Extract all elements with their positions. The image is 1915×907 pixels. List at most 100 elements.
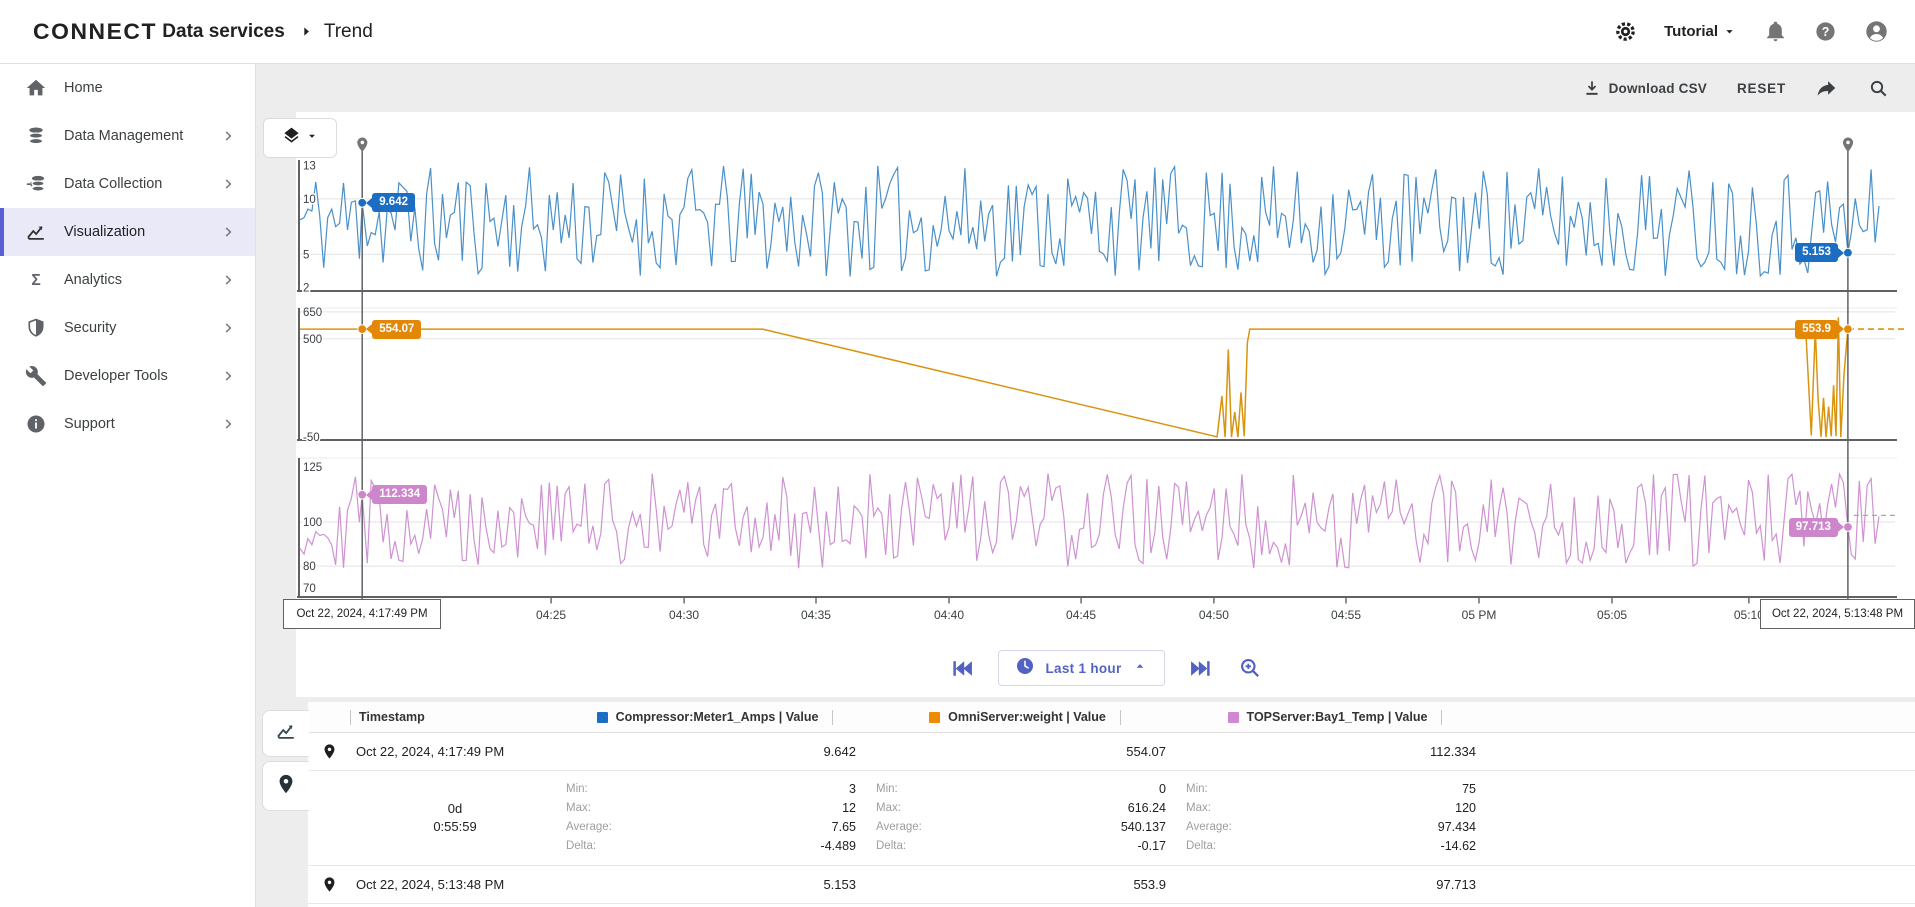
trend-data-table: Timestamp Compressor:Meter1_Amps | Value O… (308, 702, 1915, 907)
trend-chart-area[interactable] (296, 150, 1915, 600)
duration-cell: 0d 0:55:59 (433, 801, 477, 834)
time-axis-tick-label: 04:50 (1198, 608, 1229, 622)
stat-value: 540.137 (1120, 820, 1166, 834)
layers-menu-button[interactable] (263, 118, 337, 158)
chip-pointer (1837, 247, 1844, 258)
stat-value: 3 (849, 782, 856, 796)
topbar-actions: Tutorial ? (1614, 19, 1915, 44)
database-icon (24, 125, 48, 147)
line-chart-icon (24, 221, 48, 243)
row-value: 553.9 (1133, 877, 1166, 892)
stat-label: Max: (566, 802, 591, 814)
cursor-value-chip: 112.334 (366, 485, 428, 505)
sidebar-item-home[interactable]: Home (0, 64, 255, 112)
skip-to-end-icon[interactable] (1189, 656, 1214, 681)
series-color-square (929, 711, 941, 723)
share-icon[interactable] (1816, 77, 1838, 99)
stats-cell: Min: 3 Max: 12 Average: 7.65 Delta: -4.489 (560, 771, 870, 865)
sidebar-item-analytics[interactable]: Σ Analytics (0, 256, 255, 304)
svg-text:Σ: Σ (31, 272, 40, 289)
time-axis-tick-label: 05:05 (1597, 608, 1628, 622)
row-value: 112.334 (1429, 744, 1476, 759)
sidebar-item-data-collection[interactable]: Data Collection (0, 160, 255, 208)
column-header-series[interactable]: TOPServer:Bay1_Temp | Value (1180, 709, 1490, 725)
sidebar: Home Data Management Data Collection Visual… (0, 64, 256, 907)
column-header-series[interactable]: Compressor:Meter1_Amps | Value (560, 709, 870, 725)
help-icon[interactable]: ? (1814, 20, 1837, 43)
connect-logo: CONNECT (33, 18, 158, 44)
chip-pointer (366, 324, 373, 335)
table-row[interactable]: Oct 22, 2024, 5:13:48 PM 5.153 553.9 97.713 (308, 866, 1915, 904)
sidebar-item-label: Visualization (64, 224, 146, 240)
stat-label: Max: (876, 802, 901, 814)
chevron-right-icon (219, 127, 237, 145)
sidebar-item-label: Data Collection (64, 176, 163, 192)
stat-label: Average: (566, 821, 612, 833)
place-pin-icon (308, 876, 350, 893)
skip-to-start-icon[interactable] (949, 656, 974, 681)
cursor-timestamp-box-end[interactable]: Oct 22, 2024, 5:13:48 PM (1760, 599, 1915, 629)
zoom-in-icon[interactable] (1238, 656, 1262, 680)
collapse-button[interactable]: COLLAPSE (0, 897, 255, 907)
stat-value: 616.24 (1127, 801, 1166, 815)
table-row[interactable]: Oct 22, 2024, 4:17:49 PM 9.642 554.07 112.3… (308, 733, 1915, 771)
place-pin-icon (275, 773, 297, 800)
search-icon[interactable] (1868, 78, 1889, 99)
time-axis-tick-label: 04:40 (933, 608, 965, 622)
stat-label: Average: (1186, 821, 1232, 833)
sidebar-item-visualization[interactable]: Visualization (0, 208, 255, 256)
tab-chart-view[interactable] (262, 710, 309, 757)
time-axis-tick-label: 04:25 (536, 608, 567, 622)
stats-cell: Min: 75 Max: 120 Average: 97.434 Delta: -14.62 (1180, 771, 1490, 865)
sidebar-item-label: Home (64, 80, 103, 96)
sidebar-item-security[interactable]: Security (0, 304, 255, 352)
sigma-icon: Σ (24, 269, 48, 291)
stat-value: 120 (1455, 801, 1476, 815)
sidebar-item-label: Analytics (64, 272, 123, 288)
caret-down-icon (305, 129, 319, 148)
time-range-controls: Last 1 hour (296, 648, 1915, 688)
chip-pointer (1837, 522, 1844, 533)
chip-pointer (366, 489, 373, 500)
row-value: 554.07 (1126, 744, 1166, 759)
series-color-square (1227, 711, 1239, 723)
place-pin-icon (308, 743, 350, 760)
reset-button[interactable]: RESET (1736, 80, 1786, 96)
account-icon[interactable] (1864, 19, 1889, 44)
stat-value: -14.62 (1440, 839, 1476, 853)
tab-markers-view[interactable] (262, 761, 309, 811)
sidebar-item-support[interactable]: Support (0, 400, 255, 448)
row-value: 97.713 (1436, 877, 1476, 892)
caret-up-icon (1132, 658, 1148, 679)
row-timestamp: Oct 22, 2024, 4:17:49 PM (356, 744, 505, 759)
sidebar-item-data-management[interactable]: Data Management (0, 112, 255, 160)
series-color-square (596, 711, 608, 723)
column-header-series[interactable]: OmniServer:weight | Value (870, 709, 1180, 725)
chip-pointer (1837, 324, 1844, 335)
home-icon (24, 77, 48, 99)
cursor-value-chip: 554.07 (366, 319, 422, 339)
breadcrumb-arrow-icon (299, 24, 314, 39)
chevron-right-icon (219, 415, 237, 433)
cursor-value-chip: 9.642 (366, 193, 415, 213)
chart-toolbar: Download CSV RESET (256, 64, 1915, 112)
download-csv-button[interactable]: Download CSV (1582, 78, 1707, 98)
info-icon (24, 413, 48, 435)
wrench-icon (24, 365, 48, 387)
chip-pointer (366, 197, 373, 208)
time-axis-tick-label: 05:10 (1733, 608, 1764, 622)
time-axis-tick-label: 04:45 (1066, 608, 1097, 622)
stat-value: 0 (1159, 782, 1166, 796)
notifications-icon[interactable] (1764, 20, 1787, 43)
settings-icon[interactable] (1614, 20, 1637, 43)
row-value: 9.642 (823, 744, 856, 759)
column-header-timestamp[interactable]: Timestamp (350, 709, 560, 725)
tutorial-menu[interactable]: Tutorial (1664, 23, 1737, 40)
chevron-right-icon (219, 175, 237, 193)
sidebar-item-label: Security (64, 320, 117, 336)
download-icon (1582, 78, 1602, 98)
cursor-timestamp-box-start[interactable]: Oct 22, 2024, 4:17:49 PM (283, 599, 441, 629)
sidebar-item-developer-tools[interactable]: Developer Tools (0, 352, 255, 400)
time-range-button[interactable]: Last 1 hour (998, 650, 1165, 686)
time-axis-tick-label: 04:55 (1330, 608, 1362, 622)
